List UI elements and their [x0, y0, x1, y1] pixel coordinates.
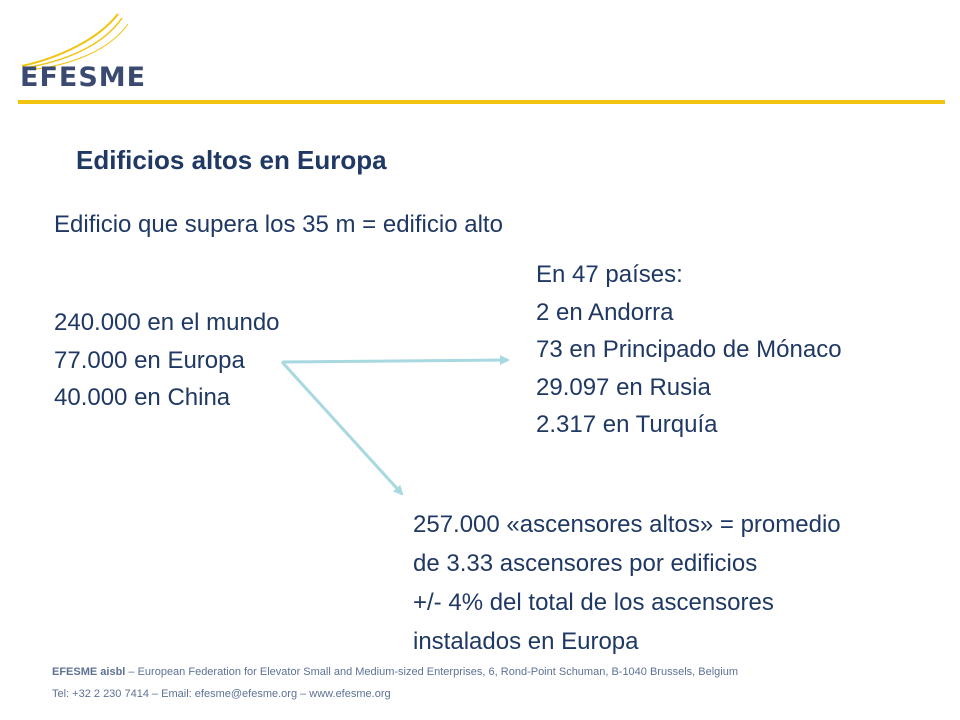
stat-line-russia: 29.097 en Rusia — [536, 373, 711, 401]
stat-line-andorra: 2 en Andorra — [536, 298, 674, 326]
efesme-logo: EFESME — [18, 10, 158, 94]
arrow-to-elevators — [280, 360, 404, 496]
logo-text: EFESME — [20, 62, 147, 93]
page-title: Edificios altos en Europa — [76, 145, 387, 175]
right-stats: En 47 países: 2 en Andorra 73 en Princip… — [536, 256, 842, 444]
footer-address: – European Federation for Elevator Small… — [125, 666, 738, 678]
logo-swoosh-icon — [21, 13, 129, 70]
elevators-line-3: +/- 4% del total de los ascensores — [413, 589, 774, 616]
elevators-line-1: 257.000 «ascensores altos» = promedio — [413, 511, 841, 538]
elevators-line-4: instalados en Europa — [413, 628, 639, 655]
arrow-to-countries — [281, 355, 510, 366]
left-stats: 240.000 en el mundo 77.000 en Europa 40.… — [54, 304, 280, 417]
countries-heading: En 47 países: — [536, 261, 683, 288]
footer-org: EFESME aisbl — [52, 666, 126, 678]
stat-line-europe: 77.000 en Europa — [54, 346, 245, 374]
footer-contact: Tel: +32 2 230 7414 – Email: efesme@efes… — [52, 688, 391, 700]
elevators-line-2: de 3.33 ascensores por edificios — [413, 550, 758, 577]
header-rule — [18, 100, 945, 104]
footer: EFESME aisbl – European Federation for E… — [52, 661, 738, 705]
stat-line-turkey: 2.317 en Turquía — [536, 411, 718, 438]
stat-line-monaco: 73 en Principado de Mónaco — [536, 336, 842, 363]
footer-address-line: EFESME aisbl – European Federation for E… — [52, 661, 738, 683]
definition-text: Edificio que supera los 35 m = edificio … — [54, 211, 503, 238]
stat-line-world: 240.000 en el mundo — [54, 309, 280, 336]
stat-line-china: 40.000 en China — [54, 384, 231, 411]
bottom-stats: 257.000 «ascensores altos» = promedio de… — [413, 505, 841, 661]
